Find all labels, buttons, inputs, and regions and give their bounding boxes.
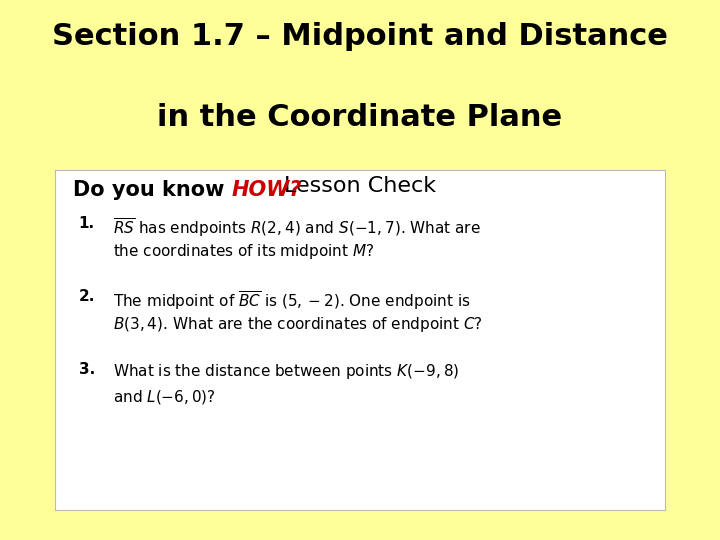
Text: HOW?: HOW?	[232, 180, 302, 200]
Text: 1.: 1.	[78, 217, 95, 232]
Text: 3.: 3.	[78, 362, 95, 377]
Text: Do you know: Do you know	[73, 180, 232, 200]
Text: What is the distance between points $K(-9, 8)$: What is the distance between points $K(-…	[112, 362, 459, 381]
Text: 2.: 2.	[78, 289, 95, 305]
Text: and $L(-6, 0)$?: and $L(-6, 0)$?	[112, 388, 215, 406]
Text: The midpoint of $\overline{BC}$ is $(5, -2)$. One endpoint is: The midpoint of $\overline{BC}$ is $(5, …	[112, 289, 470, 312]
Text: Section 1.7 – Midpoint and Distance: Section 1.7 – Midpoint and Distance	[52, 22, 668, 51]
Text: $B(3, 4)$. What are the coordinates of endpoint $C$?: $B(3, 4)$. What are the coordinates of e…	[112, 315, 482, 334]
Text: in the Coordinate Plane: in the Coordinate Plane	[158, 103, 562, 132]
Text: Lesson Check: Lesson Check	[284, 176, 436, 195]
Text: the coordinates of its midpoint $M$?: the coordinates of its midpoint $M$?	[112, 242, 374, 261]
Text: $\overline{RS}$ has endpoints $R(2, 4)$ and $S(-1, 7)$. What are: $\overline{RS}$ has endpoints $R(2, 4)$ …	[112, 217, 480, 239]
